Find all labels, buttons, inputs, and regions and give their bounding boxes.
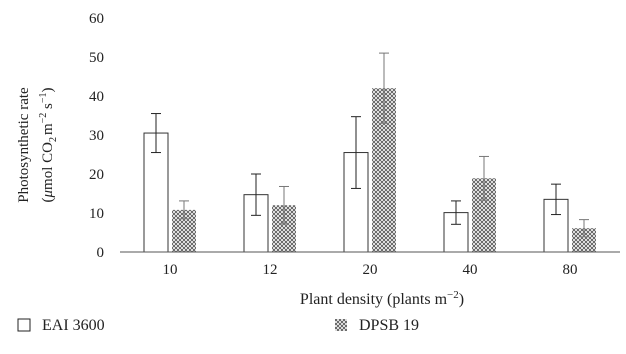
- y-axis-title: Photosynthetic rate (μmol CO2 m−2 s−1): [16, 87, 59, 203]
- bars: [143, 88, 596, 253]
- x-tick-label: 12: [263, 262, 278, 278]
- y-axis-title-mu: μ: [40, 190, 56, 199]
- y-axis-title-mol-co: mol CO: [40, 142, 56, 190]
- x-tick-label: 10: [163, 262, 178, 278]
- y-tick-label: 50: [89, 50, 104, 66]
- y-axis-title-open-paren: (: [40, 198, 56, 203]
- x-axis-tick-labels: 10 12 20 40 80: [163, 262, 578, 278]
- bar-eai-3600: [443, 212, 469, 253]
- legend-swatch: [335, 319, 347, 331]
- x-axis-title-exp: −2: [447, 289, 459, 301]
- y-tick-label: 40: [89, 89, 104, 105]
- y-axis-title-sub2: 2: [48, 137, 59, 142]
- y-axis-title-s: s: [40, 103, 56, 113]
- y-tick-label: 10: [89, 206, 104, 222]
- y-axis-title-exp-s: −1: [38, 92, 49, 103]
- y-axis-title-m: m: [40, 123, 56, 135]
- y-axis-title-exp-m: −2: [38, 113, 49, 124]
- y-axis-title-line2: (μmol CO2 m−2 s−1): [38, 87, 59, 202]
- x-tick-label: 40: [463, 262, 478, 278]
- x-axis-title-close: ): [459, 291, 464, 308]
- x-axis-title: Plant density (plants m−2): [300, 289, 464, 308]
- y-tick-label: 30: [89, 128, 104, 144]
- x-axis-title-text: Plant density (plants m: [300, 291, 448, 308]
- y-tick-label: 60: [89, 11, 104, 27]
- y-axis-title-line1: Photosynthetic rate: [16, 87, 32, 203]
- legend: EAI 3600 DPSB 19: [17, 317, 419, 334]
- legend-label: EAI 3600: [42, 317, 105, 334]
- y-axis-ticks: 0 10 20 30 40 50 60: [89, 11, 104, 261]
- error-bars: [151, 52, 589, 238]
- x-tick-label: 80: [563, 262, 578, 278]
- y-tick-label: 20: [89, 167, 104, 183]
- legend-label: DPSB 19: [359, 317, 419, 334]
- y-axis-title-close-paren: ): [40, 87, 56, 92]
- x-tick-label: 20: [363, 262, 378, 278]
- legend-swatch: [17, 318, 31, 332]
- y-tick-label: 0: [97, 245, 105, 261]
- bar-dpsb-19: [572, 228, 596, 252]
